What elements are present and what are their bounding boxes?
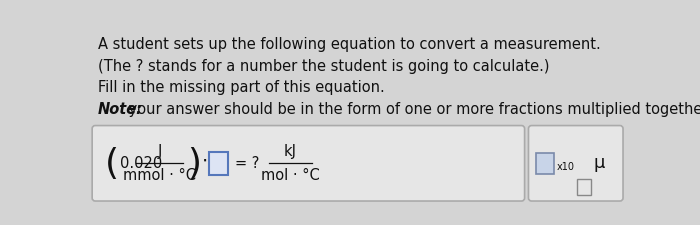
Text: mol · °C: mol · °C [261, 168, 320, 183]
FancyBboxPatch shape [92, 126, 524, 201]
Text: Note:: Note: [97, 102, 143, 117]
Text: A student sets up the following equation to convert a measurement.: A student sets up the following equation… [97, 37, 601, 52]
Text: μ: μ [594, 154, 605, 172]
Text: = ?: = ? [234, 156, 259, 171]
Text: x10: x10 [556, 162, 575, 172]
FancyBboxPatch shape [578, 180, 592, 195]
FancyBboxPatch shape [528, 126, 623, 201]
Text: (The ? stands for a number the student is going to calculate.): (The ? stands for a number the student i… [97, 58, 549, 74]
FancyBboxPatch shape [209, 152, 228, 175]
Text: $)$: $)$ [187, 145, 199, 181]
Text: kJ: kJ [284, 144, 297, 159]
Text: Fill in the missing part of this equation.: Fill in the missing part of this equatio… [97, 80, 384, 95]
Text: $\cdot$: $\cdot$ [201, 152, 206, 170]
Text: J: J [158, 144, 162, 159]
FancyBboxPatch shape [536, 153, 554, 174]
Text: your answer should be in the form of one or more fractions multiplied together.: your answer should be in the form of one… [123, 102, 700, 117]
Text: 0.020: 0.020 [120, 156, 162, 171]
Text: $($: $($ [104, 145, 117, 181]
Text: mmol · °C: mmol · °C [123, 168, 196, 183]
